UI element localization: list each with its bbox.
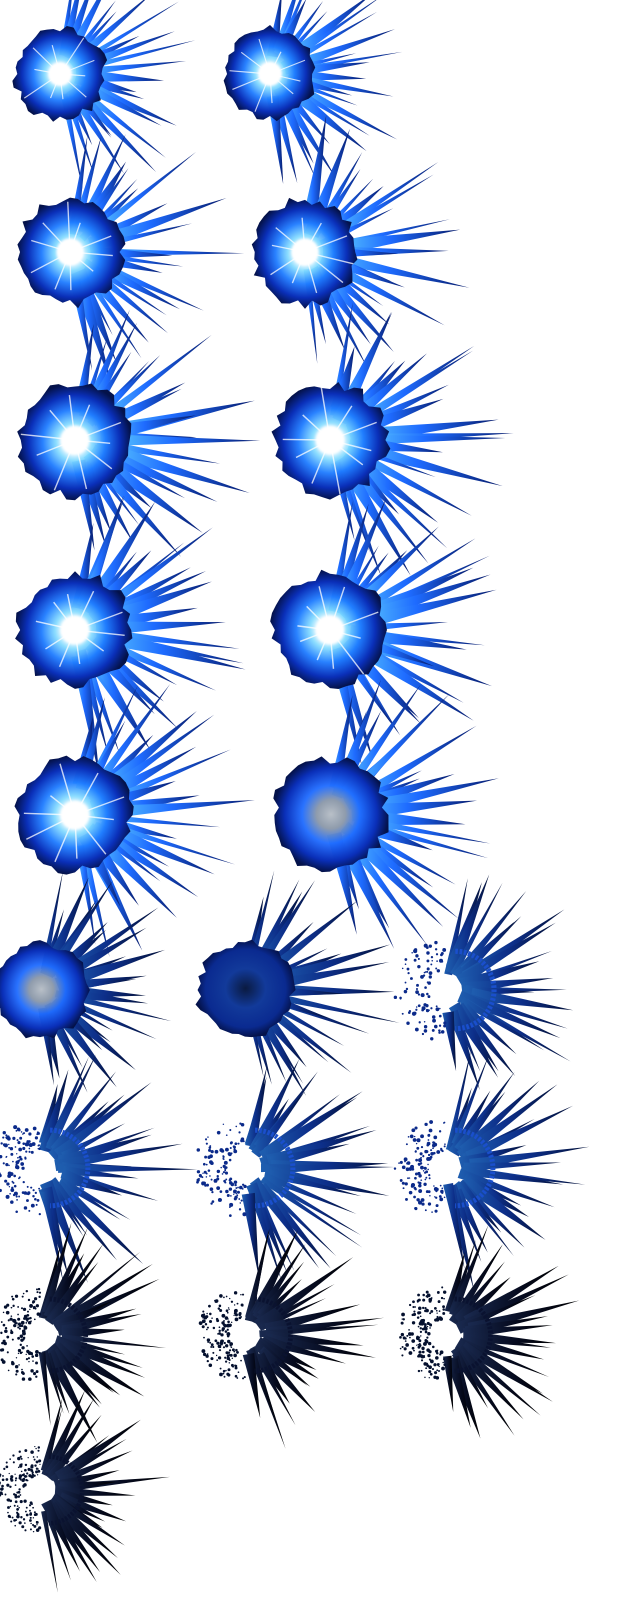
burst-frame-14 — [0, 1054, 198, 1283]
burst-debris — [399, 1286, 493, 1380]
burst-debris — [196, 1122, 296, 1217]
burst-spikes — [40, 1389, 170, 1593]
burst-spikes — [442, 874, 574, 1091]
burst-halo — [270, 569, 387, 690]
burst-frame-12 — [195, 870, 400, 1096]
burst-halo — [273, 756, 389, 873]
burst-debris — [393, 940, 497, 1041]
burst-frame-3 — [17, 133, 245, 385]
burst-debris — [393, 1120, 496, 1213]
burst-halo — [223, 25, 316, 122]
burst-halo — [251, 197, 358, 309]
burst-halo — [17, 383, 132, 501]
burst-halo — [0, 940, 90, 1039]
burst-frame-10 — [273, 679, 499, 949]
burst-spikes — [38, 1222, 167, 1443]
burst-frame-2 — [223, 0, 403, 185]
burst-debris — [198, 1291, 293, 1380]
burst-debris — [0, 1125, 91, 1216]
burst-halo — [12, 25, 108, 122]
burst-frame-6 — [271, 302, 514, 577]
burst-spikes — [241, 1058, 395, 1281]
burst-halo — [271, 382, 391, 500]
burst-halo — [14, 755, 134, 875]
burst-frame-9 — [14, 683, 255, 958]
frames-layer — [0, 0, 590, 1593]
burst-halo — [15, 571, 133, 689]
burst-frame-8 — [270, 497, 497, 767]
burst-spikes — [443, 1048, 590, 1291]
burst-frame-19 — [399, 1224, 580, 1439]
burst-spikes — [38, 1054, 198, 1283]
burst-frame-11 — [0, 870, 172, 1093]
burst-frame-1 — [12, 0, 196, 190]
burst-spikes — [242, 1228, 385, 1449]
burst-frame-4 — [251, 115, 470, 368]
burst-frame-16 — [393, 1048, 590, 1291]
burst-frame-15 — [196, 1058, 395, 1281]
burst-frame-7 — [15, 495, 246, 777]
burst-halo — [17, 197, 126, 309]
burst-debris — [0, 1445, 85, 1533]
burst-spikes — [442, 1224, 580, 1439]
burst-debris — [0, 1287, 88, 1381]
burst-frame-5 — [17, 309, 261, 557]
burst-halo — [195, 939, 296, 1038]
burst-frame-13 — [393, 874, 574, 1091]
burst-frame-18 — [198, 1228, 385, 1449]
burst-frame-20 — [0, 1389, 170, 1593]
burst-frame-17 — [0, 1222, 167, 1443]
